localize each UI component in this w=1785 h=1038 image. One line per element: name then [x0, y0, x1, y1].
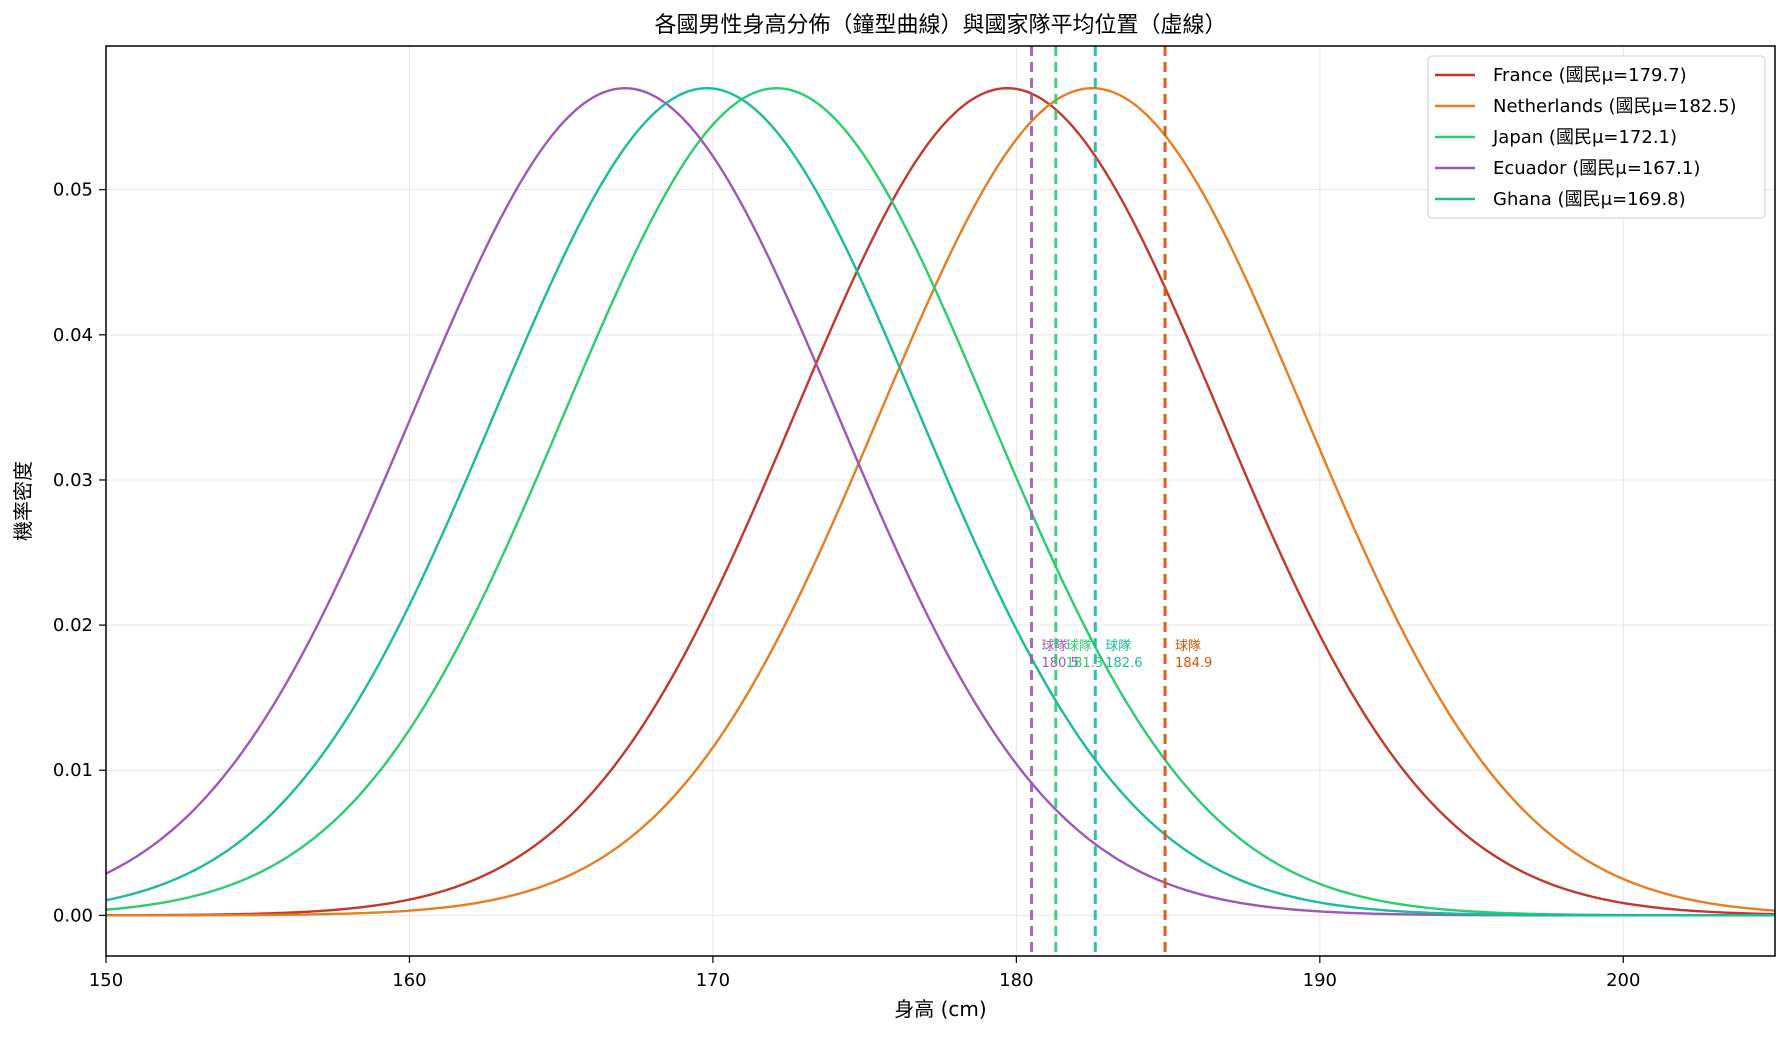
- chart-title: 各國男性身高分佈（鐘型曲線）與國家隊平均位置（虛線）: [654, 13, 1226, 38]
- legend-label: Ghana (國民μ=169.8): [1493, 189, 1686, 210]
- x-tick-label: 150: [89, 970, 123, 991]
- y-tick-label: 0.03: [53, 470, 93, 491]
- plot-frame: [105, 45, 1776, 957]
- x-tick-label: 200: [1606, 970, 1640, 991]
- series-line-1: [106, 87, 1776, 917]
- x-tick-label: 190: [1303, 970, 1337, 991]
- series-line-4: [105, 87, 1775, 917]
- y-tick-label: 0.01: [53, 760, 93, 781]
- y-axis-title: 機率密度: [11, 461, 35, 541]
- series-line-2: [105, 87, 1775, 917]
- team-line-label: 球隊: [1066, 638, 1092, 654]
- team-line-value: 181.3: [1066, 656, 1103, 671]
- x-axis-title: 身高 (cm): [894, 997, 986, 1021]
- ticks-layer: 150 160 170 180 190 200 0.00 0.01 0.02 0.03 0.04 0.…: [53, 180, 1641, 991]
- y-tick-label: 0.00: [53, 905, 93, 926]
- team-line-value: 180.5: [1042, 656, 1079, 671]
- team-line-label: 球隊: [1105, 638, 1131, 654]
- legend-label: Japan (國民μ=172.1): [1492, 127, 1677, 148]
- legend-label: Ecuador (國民μ=167.1): [1493, 158, 1700, 179]
- series-layer: [105, 87, 1776, 917]
- legend-box: [1427, 55, 1766, 219]
- team-line-label: 球隊: [1175, 638, 1201, 654]
- legend-label: France (國民μ=179.7): [1493, 65, 1687, 86]
- y-tick-label: 0.05: [53, 180, 93, 201]
- team-line-value: 184.9: [1175, 656, 1212, 671]
- legend-label: Netherlands (國民μ=182.5): [1493, 96, 1737, 117]
- x-tick-label: 160: [392, 970, 426, 991]
- x-tick-label: 180: [999, 970, 1033, 991]
- y-tick-label: 0.04: [53, 325, 93, 346]
- x-tick-label: 170: [696, 970, 730, 991]
- team-line-value: 182.6: [1105, 656, 1142, 671]
- y-tick-label: 0.02: [53, 615, 93, 636]
- legend: France (國民μ=179.7) Netherlands (國民μ=182.5…: [1427, 55, 1766, 219]
- series-line-0: [105, 87, 1776, 917]
